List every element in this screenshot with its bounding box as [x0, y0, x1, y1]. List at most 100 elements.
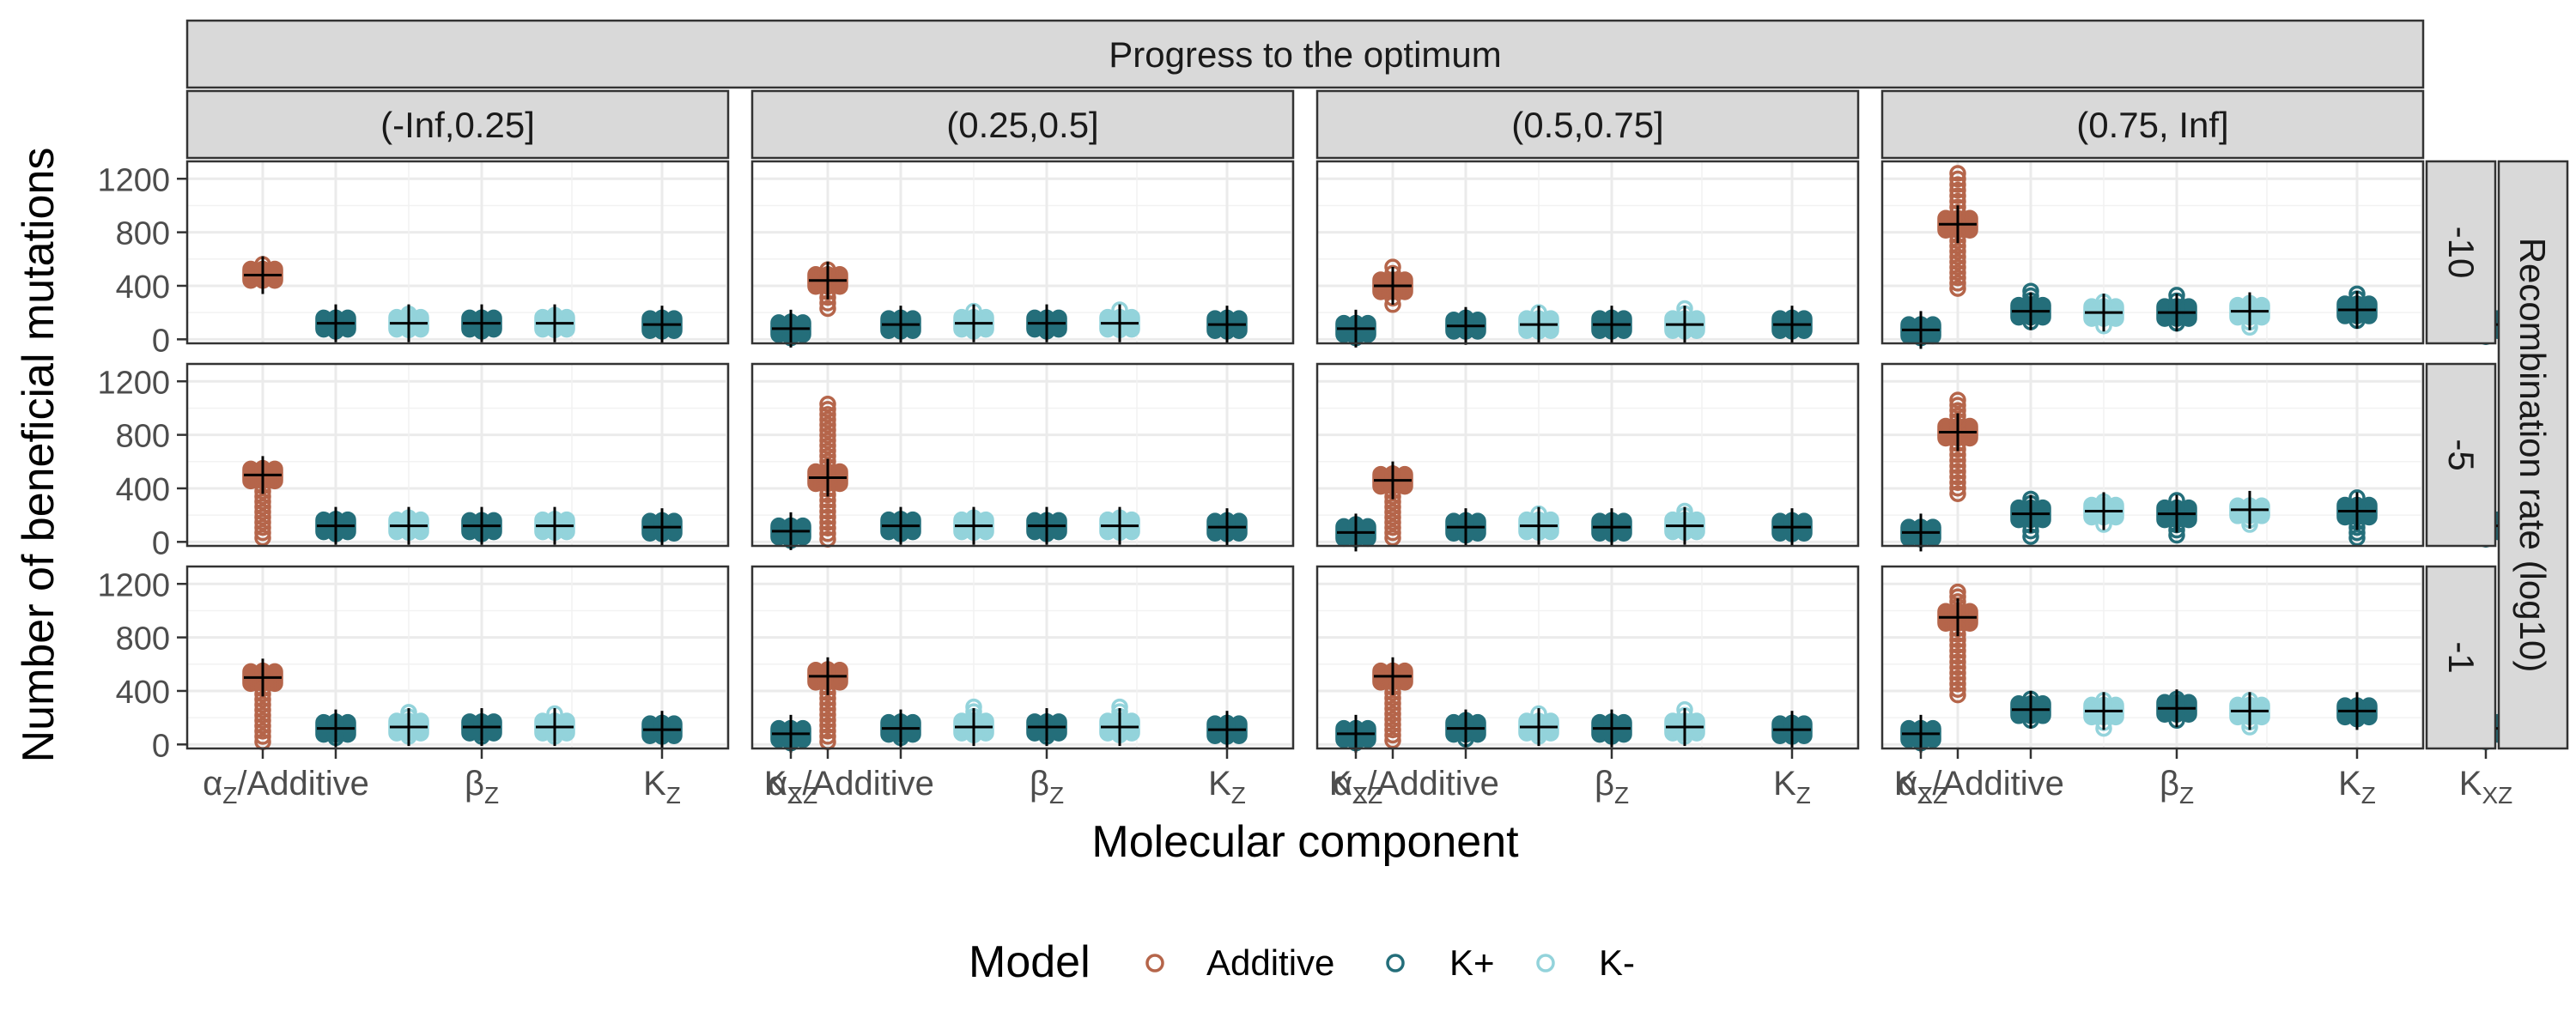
- x-tick-label: βZ: [1030, 765, 1064, 809]
- y-tick-label: 1200: [97, 365, 170, 401]
- legend: Model Additive K+ K-: [969, 937, 1635, 987]
- point-cluster-k-minus: [1099, 698, 1140, 747]
- data-point: [819, 503, 836, 520]
- data-point: [770, 719, 787, 737]
- data-point: [1335, 719, 1352, 737]
- panel-border: [1315, 362, 1860, 548]
- panel-border: [750, 160, 1295, 345]
- point-cluster-additive: [1372, 461, 1413, 547]
- point-cluster-k-minus: [1664, 300, 1705, 344]
- point-cluster-k-plus: [770, 714, 811, 753]
- point-cluster-additive: [1937, 165, 1978, 297]
- data-point: [254, 513, 271, 531]
- point-cluster-k-minus: [534, 506, 575, 545]
- column-strip-label: (-Inf,0.25]: [380, 105, 535, 145]
- row-strip-2: -5: [2425, 362, 2497, 548]
- data-point: [1949, 248, 1966, 265]
- data-point: [1026, 309, 1043, 327]
- data-point: [254, 529, 271, 547]
- data-point: [1949, 469, 1966, 486]
- point-cluster-k-minus: [388, 304, 429, 342]
- data-point: [1949, 653, 1966, 670]
- data-point: [1949, 463, 1966, 481]
- row-strip-label: -1: [2441, 641, 2482, 673]
- point-cluster-k-plus: [641, 306, 683, 344]
- point-cluster-k-plus: [1335, 714, 1376, 753]
- row-strip-title-background: [2497, 160, 2569, 750]
- row-strip-1: -10: [2425, 160, 2497, 345]
- data-point: [254, 696, 271, 713]
- data-point: [819, 497, 836, 515]
- data-point: [1384, 700, 1401, 718]
- y-tick-label: 800: [116, 419, 170, 455]
- data-point: [1384, 711, 1401, 728]
- point-cluster-k-plus: [1591, 306, 1632, 344]
- data-point: [1949, 165, 1966, 182]
- data-point: [254, 728, 271, 745]
- point-cluster-k-plus: [2156, 287, 2197, 332]
- data-point: [1949, 474, 1966, 492]
- x-tick-label: αZ/Additive: [768, 765, 934, 809]
- x-tick-label: βZ: [2160, 765, 2194, 809]
- data-point: [1384, 513, 1401, 531]
- legend-label-additive: Additive: [1206, 942, 1334, 983]
- point-cluster-k-plus: [2336, 285, 2378, 330]
- x-axis-title: Molecular component: [1091, 817, 1519, 867]
- point-cluster-k-minus: [2229, 692, 2270, 736]
- x-tick-label: αZ/Additive: [1333, 765, 1499, 809]
- point-cluster-k-minus: [534, 705, 575, 747]
- point-cluster-k-plus: [1591, 709, 1632, 748]
- data-point: [254, 706, 271, 724]
- point-cluster-additive: [242, 456, 283, 547]
- data-point: [1359, 314, 1376, 332]
- data-point: [1949, 270, 1966, 287]
- data-point: [794, 719, 811, 737]
- panel-border: [1880, 565, 2425, 750]
- data-point: [1924, 518, 1941, 536]
- legend-key-additive: [1145, 954, 1164, 972]
- data-point: [1050, 713, 1067, 730]
- data-point: [1384, 503, 1401, 521]
- data-point: [1924, 719, 1941, 737]
- data-point: [819, 406, 836, 423]
- data-point: [254, 723, 271, 740]
- x-tick-label: βZ: [1595, 765, 1629, 809]
- data-point: [1026, 512, 1043, 530]
- data-point: [1949, 664, 1966, 682]
- data-point: [819, 706, 836, 724]
- row-strip-label: -10: [2441, 227, 2482, 279]
- data-point: [1949, 658, 1966, 676]
- data-point: [1949, 264, 1966, 282]
- x-tick-label: βZ: [465, 765, 499, 809]
- data-point: [1396, 662, 1413, 680]
- data-point: [485, 309, 502, 327]
- point-cluster-k-plus: [770, 512, 811, 550]
- point-cluster-k-minus: [2083, 492, 2124, 533]
- point-cluster-k-minus: [2229, 490, 2270, 533]
- data-point: [254, 701, 271, 718]
- point-cluster-additive: [1372, 258, 1413, 313]
- data-point: [2348, 529, 2366, 547]
- point-cluster-k-minus: [1664, 502, 1705, 545]
- point-cluster-additive: [807, 396, 848, 548]
- point-cluster-k-minus: [1518, 705, 1559, 747]
- data-point: [254, 493, 271, 511]
- data-point: [819, 416, 836, 433]
- top-strip-title: Progress to the optimum: [1109, 34, 1502, 75]
- panel-grid-layer: [187, 161, 2488, 748]
- data-point: [254, 524, 271, 542]
- data-point: [1949, 258, 1966, 276]
- data-point: [1384, 529, 1401, 547]
- data-point: [819, 722, 836, 740]
- data-point: [1949, 670, 1966, 688]
- point-cluster-k-plus: [2336, 692, 2378, 730]
- data-point: [819, 442, 836, 460]
- point-cluster-k-plus: [2010, 282, 2051, 330]
- x-tick-label: KXZ: [1894, 765, 1947, 809]
- point-cluster-k-plus: [2336, 489, 2378, 547]
- data-point: [2229, 497, 2246, 514]
- data-point: [1050, 309, 1067, 327]
- point-cluster-k-plus: [880, 506, 921, 545]
- data-point: [2336, 697, 2354, 714]
